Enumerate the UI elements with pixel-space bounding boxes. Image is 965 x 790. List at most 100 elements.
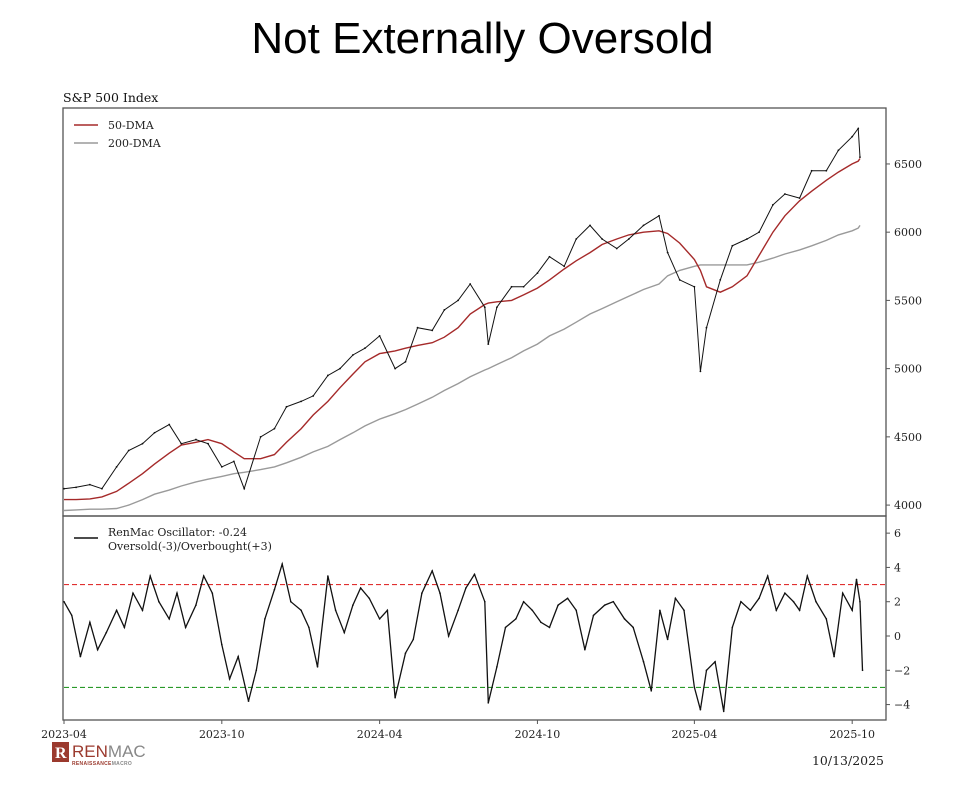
price-y-tick-label: 6500 — [894, 158, 922, 171]
price-point — [351, 354, 354, 356]
oscillator-point — [79, 655, 82, 658]
price-point — [259, 435, 262, 438]
x-tick-label: 2024-10 — [515, 728, 561, 741]
oscillator-point — [465, 587, 467, 589]
oscillator-point — [642, 660, 645, 663]
oscillator-point — [132, 592, 134, 594]
oscillator-point — [105, 631, 108, 634]
oscillator-points — [63, 563, 864, 713]
legend-label-dma50: 50-DMA — [108, 119, 155, 132]
oscillator-y-tick-label: −2 — [894, 664, 910, 677]
oscillator-point — [202, 575, 205, 577]
oscillator-panel-frame — [62, 515, 887, 721]
oscillator-point — [515, 618, 517, 620]
oscillator-point — [237, 655, 239, 658]
price-point — [207, 442, 209, 445]
oscillator-point — [247, 700, 250, 702]
oscillator-point — [632, 626, 634, 629]
price-point — [115, 465, 118, 468]
oscillator-point — [566, 597, 569, 600]
oscillator-point — [749, 609, 752, 612]
price-point — [232, 460, 235, 463]
oscillator-point — [447, 635, 450, 637]
oscillator-point — [343, 631, 346, 634]
oscillator-point — [861, 669, 864, 672]
price-y-tick-label: 6000 — [894, 226, 922, 239]
oscillator-series-line — [63, 561, 864, 712]
oscillator-point — [123, 626, 126, 629]
oscillator-point — [540, 621, 542, 624]
oscillator-point — [412, 638, 415, 641]
oscillator-point — [228, 678, 231, 680]
price-point — [731, 244, 734, 247]
price-point — [127, 449, 130, 452]
oscillator-point — [316, 666, 319, 668]
price-point — [273, 427, 276, 430]
oscillator-point — [659, 609, 661, 612]
price-point — [705, 326, 708, 329]
price-point — [563, 265, 566, 268]
price-y-axis: 4000 4500 5000 5500 6000 6500 — [886, 158, 922, 512]
panel-title-sp500: S&P 500 Index — [63, 90, 158, 105]
oscillator-point — [798, 609, 801, 612]
dma50-series-line — [64, 158, 861, 501]
oscillator-point — [575, 609, 578, 612]
price-point — [431, 329, 434, 332]
oscillator-point — [584, 648, 586, 651]
price-point — [658, 214, 660, 217]
price-point — [75, 486, 77, 489]
price-point — [810, 169, 813, 172]
oscillator-point — [666, 638, 669, 641]
oscillator-point — [484, 600, 486, 603]
price-point — [285, 405, 288, 408]
oscillator-legend: RenMac Oscillator: -0.24 Oversold(-3)/Ov… — [74, 526, 272, 553]
oscillator-point — [327, 575, 329, 577]
oscillator-point — [557, 604, 559, 606]
oscillator-point — [714, 660, 716, 663]
price-point — [101, 487, 103, 490]
oscillator-point — [63, 600, 65, 603]
price-point — [510, 285, 513, 288]
oscillator-point — [841, 592, 844, 594]
oscillator-point — [211, 592, 214, 594]
logo-wordmark: RENMAC — [72, 742, 146, 761]
oscillator-point — [592, 614, 595, 617]
price-point — [487, 343, 490, 345]
oscillator-y-tick-label: 0 — [894, 630, 901, 643]
oscillator-point — [404, 652, 407, 654]
oscillator-point — [473, 573, 476, 576]
price-point — [404, 360, 407, 363]
logo-mark-icon — [52, 742, 69, 762]
price-y-tick-label: 4000 — [894, 499, 922, 512]
price-points — [63, 127, 861, 490]
page-title: Not Externally Oversold — [251, 14, 714, 63]
oscillator-point — [141, 609, 144, 612]
price-point — [601, 238, 604, 240]
dma200-series-line — [63, 225, 861, 512]
oscillator-point — [693, 686, 696, 689]
oscillator-point — [815, 600, 817, 603]
price-point — [416, 326, 419, 329]
oscillator-y-tick-label: −4 — [894, 699, 910, 712]
price-point — [536, 272, 539, 275]
price-point — [699, 370, 702, 373]
oscillator-point — [368, 597, 371, 600]
oscillator-point — [264, 618, 266, 620]
price-point — [168, 423, 171, 426]
oscillator-point — [731, 626, 734, 629]
price-point — [719, 279, 722, 281]
price-point — [615, 247, 618, 250]
price-point — [627, 238, 630, 240]
price-point — [784, 193, 786, 195]
oscillator-point — [612, 600, 615, 603]
oscillator-point — [855, 578, 858, 581]
oscillator-point — [766, 575, 769, 577]
price-point — [312, 395, 315, 397]
oscillator-point — [431, 570, 434, 572]
date-stamp: 10/13/2025 — [812, 753, 884, 768]
price-point — [364, 347, 366, 350]
oscillator-point — [394, 696, 396, 699]
oscillator-point — [96, 648, 99, 651]
oscillator-point — [522, 600, 525, 603]
price-point — [339, 367, 341, 370]
